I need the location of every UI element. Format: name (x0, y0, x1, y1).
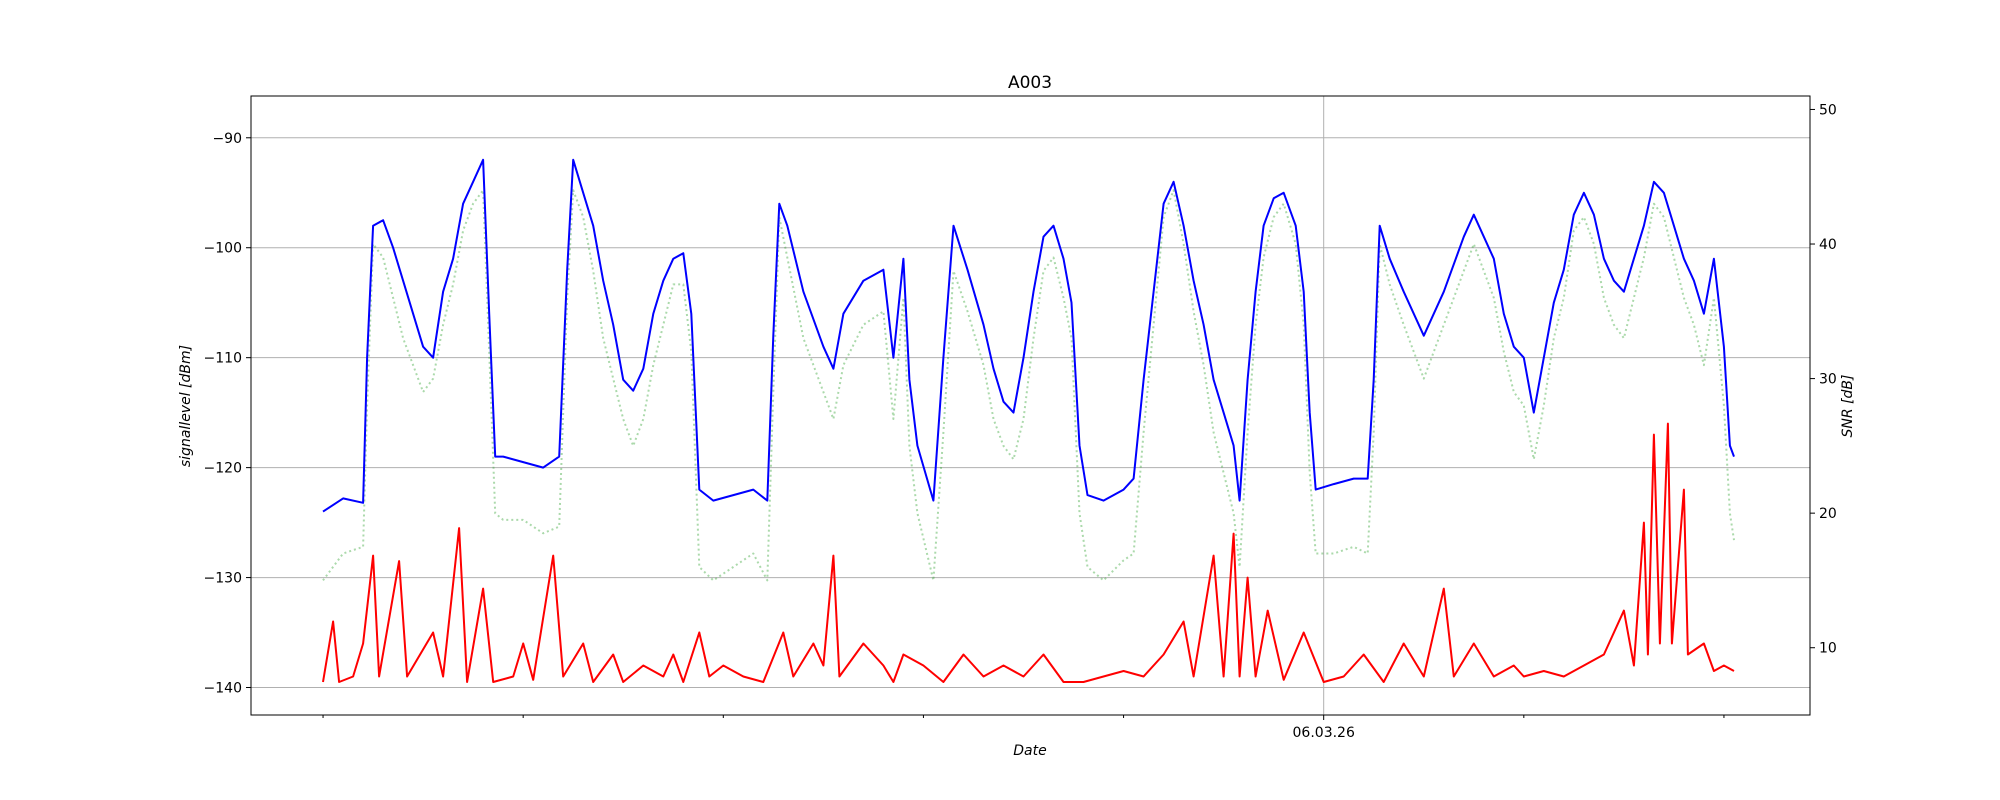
y-tick-label-right-1: 40 (1819, 237, 1837, 253)
y-axis-label-left: signallevel [dBm] (178, 345, 194, 467)
x-tick-label-0: 06.03.26 (1293, 725, 1355, 741)
y-tick-label-left-2: −110 (204, 351, 242, 367)
y-tick-label-right-2: 30 (1819, 372, 1837, 388)
y-tick-label-left-3: −120 (204, 461, 242, 477)
y-tick-label-left-0: −90 (212, 131, 242, 147)
plot-frame (250, 95, 1811, 716)
y-tick-label-left-1: −100 (204, 241, 242, 257)
y-axis-label-right: SNR [dB] (1840, 375, 1856, 438)
series-line-2 (322, 422, 1735, 683)
series-layer (322, 158, 1735, 683)
y-tick-label-left-5: −140 (204, 681, 242, 697)
y-tick-label-left-4: −130 (204, 571, 242, 587)
y-tick-label-right-3: 20 (1819, 506, 1837, 522)
y-tick-label-right-4: 10 (1819, 641, 1837, 657)
grid (251, 96, 1810, 715)
chart-title: A003 (1008, 73, 1052, 93)
series-line-0 (322, 158, 1735, 513)
series-line-1 (322, 189, 1735, 582)
x-axis-label: Date (1013, 743, 1046, 759)
axes: −90 −100 −110 −120 −130 −140 50 40 30 20 10 06.03.2… (204, 102, 1837, 741)
y-tick-label-right-0: 50 (1819, 102, 1837, 118)
